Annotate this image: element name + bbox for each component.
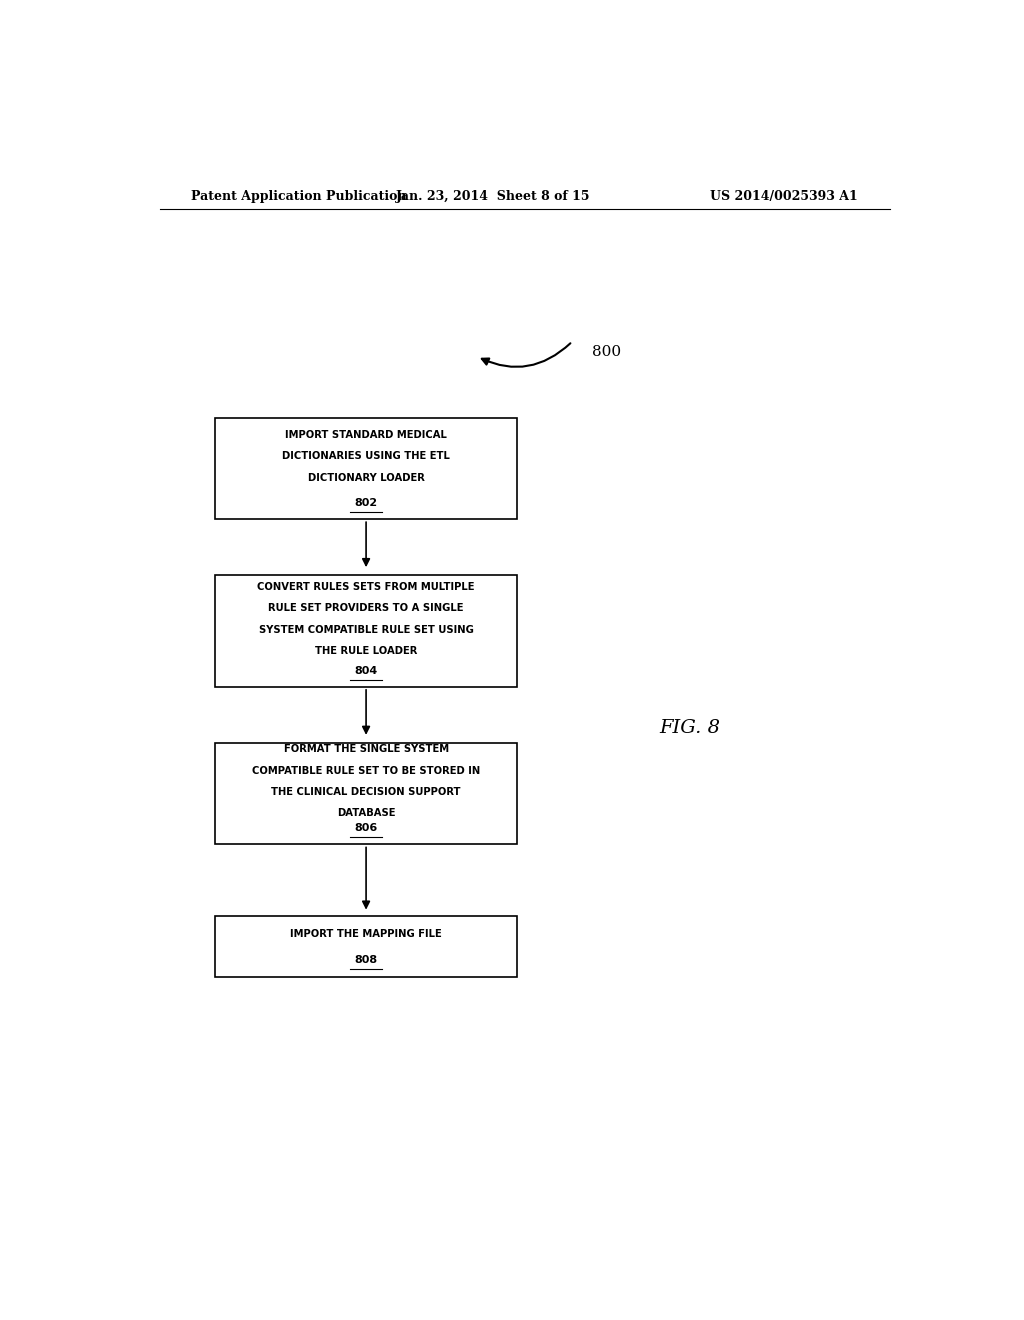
Text: DATABASE: DATABASE [337, 808, 395, 818]
Text: 808: 808 [354, 956, 378, 965]
Text: RULE SET PROVIDERS TO A SINGLE: RULE SET PROVIDERS TO A SINGLE [268, 603, 464, 614]
Text: THE RULE LOADER: THE RULE LOADER [315, 645, 417, 656]
Text: CONVERT RULES SETS FROM MULTIPLE: CONVERT RULES SETS FROM MULTIPLE [257, 582, 475, 591]
Text: 806: 806 [354, 824, 378, 833]
Text: 800: 800 [592, 345, 622, 359]
Text: SYSTEM COMPATIBLE RULE SET USING: SYSTEM COMPATIBLE RULE SET USING [259, 624, 473, 635]
Text: FIG. 8: FIG. 8 [659, 718, 721, 737]
Text: COMPATIBLE RULE SET TO BE STORED IN: COMPATIBLE RULE SET TO BE STORED IN [252, 766, 480, 776]
Text: US 2014/0025393 A1: US 2014/0025393 A1 [711, 190, 858, 202]
Bar [215, 916, 517, 977]
Bar [215, 417, 517, 519]
Text: IMPORT STANDARD MEDICAL: IMPORT STANDARD MEDICAL [285, 430, 447, 440]
Text: Patent Application Publication: Patent Application Publication [191, 190, 407, 202]
Bar [215, 743, 517, 845]
Text: DICTIONARIES USING THE ETL: DICTIONARIES USING THE ETL [283, 451, 450, 461]
Text: 804: 804 [354, 665, 378, 676]
Text: THE CLINICAL DECISION SUPPORT: THE CLINICAL DECISION SUPPORT [271, 787, 461, 797]
Text: IMPORT THE MAPPING FILE: IMPORT THE MAPPING FILE [290, 929, 442, 939]
Text: FORMAT THE SINGLE SYSTEM: FORMAT THE SINGLE SYSTEM [284, 744, 449, 755]
Text: DICTIONARY LOADER: DICTIONARY LOADER [307, 473, 425, 483]
Text: Jan. 23, 2014  Sheet 8 of 15: Jan. 23, 2014 Sheet 8 of 15 [396, 190, 590, 202]
Text: 802: 802 [354, 498, 378, 508]
Bar [215, 576, 517, 686]
